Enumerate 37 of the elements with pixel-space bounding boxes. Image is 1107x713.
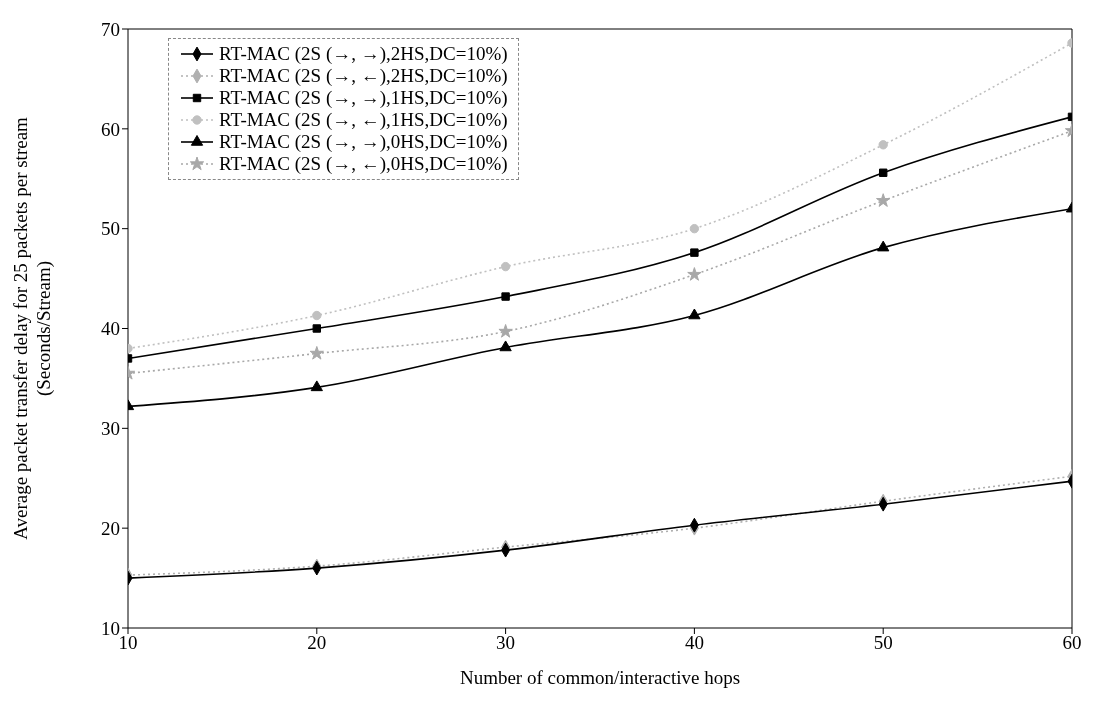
point: [877, 240, 890, 252]
x-tick-label: 20: [307, 632, 327, 654]
point: [500, 261, 511, 272]
legend-label: RT-MAC (2S (→, →),1HS,DC=10%): [219, 87, 508, 109]
x-tick-label: 50: [873, 632, 893, 654]
y-axis-title: Average packet transfer delay for 25 packets per stream (Seconds/Stream): [10, 116, 55, 540]
y-tick-label: 30: [101, 418, 120, 440]
x-tick-label: 60: [1062, 632, 1082, 654]
legend-label: RT-MAC (2S (→, ←),1HS,DC=10%): [219, 109, 508, 131]
point: [689, 223, 700, 234]
point: [876, 193, 891, 207]
point: [878, 168, 888, 177]
x-tick-label: 40: [684, 632, 704, 654]
y-tick-label: 50: [101, 218, 120, 240]
legend-label: RT-MAC (2S (→, ←),2HS,DC=10%): [219, 65, 508, 87]
point: [312, 310, 322, 321]
point: [690, 248, 699, 257]
y-tick-label: 60: [101, 118, 120, 140]
point: [501, 292, 510, 301]
point: [312, 324, 322, 333]
y-tick-label: 10: [101, 617, 120, 639]
y-tick-label: 20: [101, 517, 120, 539]
point: [687, 267, 702, 281]
y-tick-label: 70: [101, 18, 120, 40]
point: [310, 380, 323, 392]
point: [498, 323, 513, 338]
point: [878, 140, 888, 150]
x-axis-title: Number of common/interactive hops: [459, 667, 741, 688]
point: [688, 308, 701, 320]
y-tick-label: 40: [101, 318, 120, 340]
legend-label: RT-MAC (2S (→, →),0HS,DC=10%): [219, 131, 508, 153]
point: [499, 340, 512, 352]
legend-label: RT-MAC (2S (→, ←),0HS,DC=10%): [219, 153, 508, 175]
point: [309, 345, 324, 360]
x-tick-label: 10: [118, 632, 138, 654]
x-tick-label: 30: [496, 632, 516, 654]
legend-label: RT-MAC (2S (→, →),2HS,DC=10%): [219, 43, 508, 65]
